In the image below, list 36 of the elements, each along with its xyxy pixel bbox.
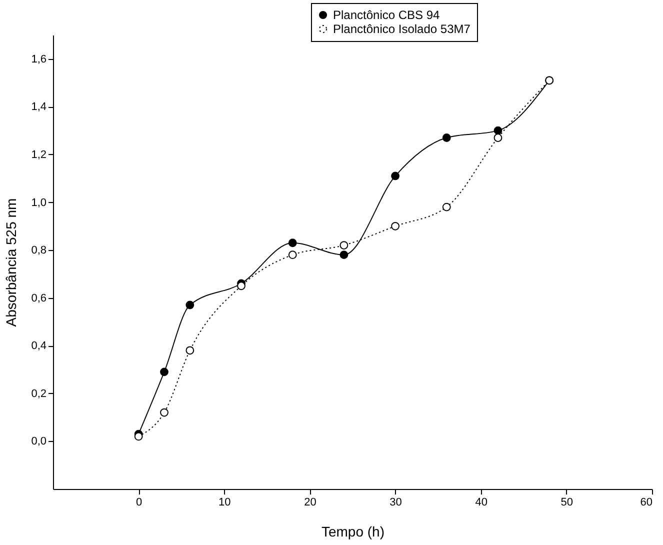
point — [340, 250, 348, 260]
x-tick-label: 40 — [475, 496, 488, 508]
y-tick-label: 0,0 — [31, 436, 46, 448]
point — [186, 346, 194, 355]
y-tick-label: 0,2 — [31, 388, 46, 400]
point — [442, 202, 451, 212]
point — [442, 134, 451, 142]
point — [391, 222, 400, 230]
point — [340, 241, 348, 250]
point — [288, 238, 297, 248]
point — [134, 432, 143, 441]
point — [186, 300, 194, 310]
point — [494, 134, 502, 142]
y-tick-label: 0,4 — [31, 340, 46, 352]
y-tick-label: 0,8 — [31, 244, 46, 257]
y-tick-label: 1,4 — [31, 101, 46, 114]
y-tick-label: 1,0 — [31, 196, 46, 209]
point — [494, 126, 502, 135]
point — [391, 172, 400, 180]
point — [160, 408, 168, 417]
x-tick-label: 50 — [560, 496, 574, 508]
legend-label: Planctônico CBS 94 — [333, 8, 440, 22]
x-tick-label: 30 — [390, 496, 402, 508]
y-tick-label: 1,6 — [31, 53, 46, 66]
y-tick-label: 1,2 — [31, 148, 46, 161]
x-axis-title: Tempo (h) — [321, 524, 385, 540]
point — [288, 250, 297, 260]
y-tick-label: 0,6 — [31, 292, 46, 304]
y-axis-title: Absorbância 525 nm — [3, 198, 20, 327]
x-tick-label: 20 — [304, 496, 316, 508]
point — [160, 368, 168, 376]
point — [237, 282, 246, 290]
x-tick-label: 10 — [218, 496, 231, 508]
legend-label: Planctônico Isolado 53M7 — [333, 22, 471, 36]
x-tick-label: 60 — [640, 496, 652, 508]
x-tick-label: 0 — [136, 496, 142, 508]
